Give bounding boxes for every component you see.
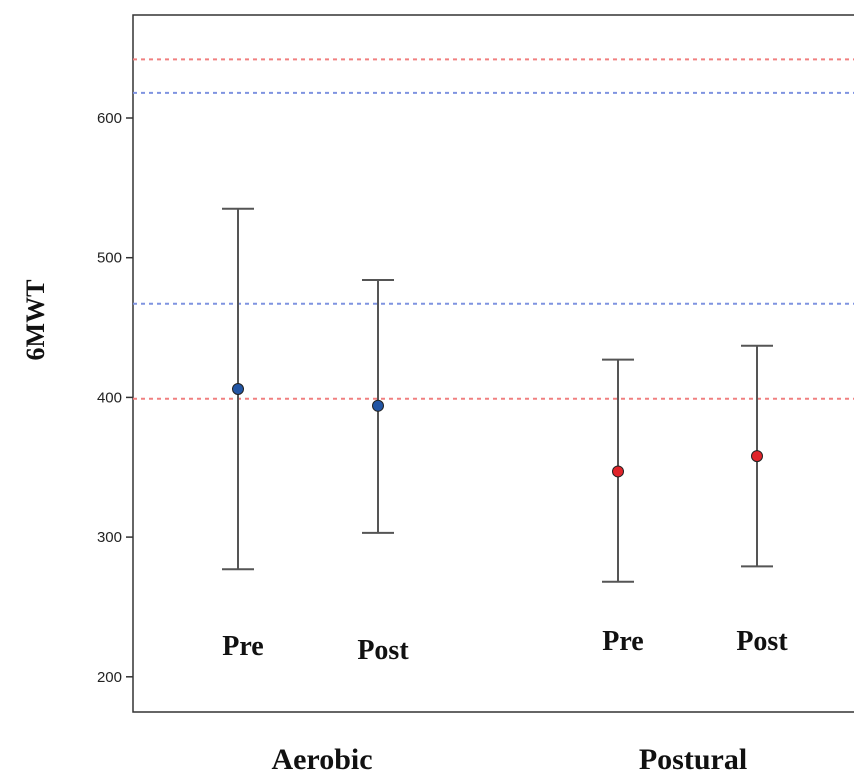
mean-point	[372, 399, 384, 412]
mean-point	[751, 450, 763, 463]
category-labels: Pre Post Pre Post Aerobic Postural	[222, 626, 788, 776]
y-tick-label: 300	[97, 529, 122, 546]
group-label: Aerobic	[271, 743, 372, 776]
error-bar-2	[362, 279, 394, 534]
error-bars	[222, 207, 773, 583]
error-bar-4	[741, 344, 773, 568]
condition-label: Post	[357, 635, 409, 666]
condition-label: Pre	[222, 631, 263, 662]
group-label: Postural	[639, 743, 747, 776]
y-axis-ticks: 200 300 400 500 600	[97, 110, 133, 686]
y-tick-label: 600	[97, 110, 122, 127]
y-axis-label: 6MWT	[21, 280, 50, 361]
y-tick-label: 400	[97, 389, 122, 406]
axes	[132, 14, 854, 713]
condition-label: Pre	[602, 626, 643, 657]
plot-frame	[132, 14, 854, 713]
error-bar-1	[222, 207, 254, 571]
reference-lines	[133, 58, 854, 400]
y-tick-label: 200	[97, 669, 122, 686]
condition-label: Post	[736, 626, 788, 657]
error-bar-3	[602, 358, 634, 583]
y-tick-label: 500	[97, 250, 122, 267]
mean-point	[232, 383, 244, 396]
mean-point	[612, 465, 624, 478]
